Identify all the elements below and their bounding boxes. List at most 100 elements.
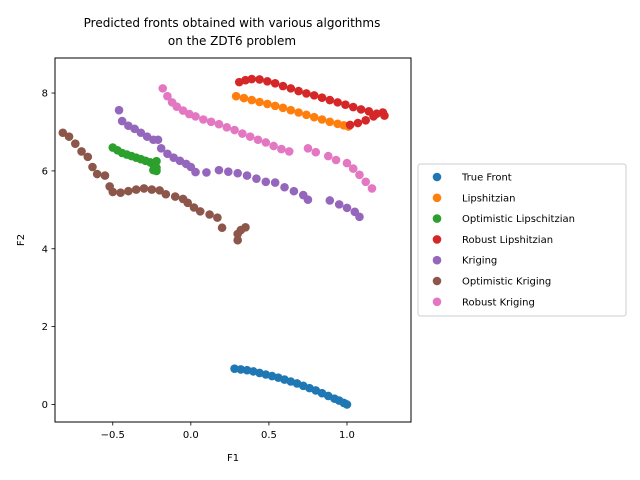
data-point (199, 115, 208, 124)
legend-marker (432, 235, 442, 244)
data-point (302, 89, 311, 98)
legend-label: Lipshitzian (462, 193, 515, 204)
data-point (239, 93, 249, 103)
data-point (341, 100, 350, 110)
data-point (116, 188, 125, 197)
data-point (286, 105, 296, 115)
data-point (309, 91, 319, 100)
y-tick-label: 0 (42, 400, 48, 411)
data-point (353, 118, 363, 128)
data-point (270, 178, 280, 187)
legend-marker (432, 172, 442, 182)
data-point (289, 186, 299, 196)
plot-area (58, 74, 389, 409)
data-point (361, 115, 371, 125)
legend: True Front Lipshitzian Optimistic Lipschit… (417, 163, 627, 317)
data-point (130, 124, 139, 134)
chart-title: Predicted fronts obtained with various a… (84, 16, 381, 48)
axis-ticks: −0.5 0.0 0.5 1.0 0 2 4 6 8 (42, 89, 355, 441)
data-point (261, 177, 271, 187)
legend-marker (432, 214, 442, 223)
data-point (303, 144, 313, 153)
x-tick-label: 1.0 (339, 430, 355, 441)
data-point (77, 147, 86, 156)
series-1 (231, 91, 353, 131)
data-point (206, 117, 216, 127)
series-6 (158, 84, 377, 193)
y-tick-label: 4 (42, 244, 48, 255)
data-point (342, 400, 352, 409)
data-point (231, 91, 241, 101)
legend-marker (432, 276, 442, 286)
data-point (331, 155, 341, 165)
data-point (348, 164, 358, 173)
data-point (147, 185, 157, 194)
legend-label: True Front (461, 173, 512, 184)
data-point (345, 120, 355, 130)
data-point (161, 189, 171, 199)
data-point (270, 79, 280, 88)
data-point (356, 105, 366, 114)
data-point (242, 171, 252, 180)
data-point (195, 207, 205, 216)
data-point (361, 177, 371, 187)
series-0 (230, 364, 352, 409)
data-point (153, 135, 163, 145)
y-tick-label: 8 (42, 89, 48, 100)
data-point (270, 101, 280, 111)
data-point (178, 106, 188, 115)
x-tick-label: 0.5 (261, 430, 277, 441)
data-point (131, 185, 141, 194)
data-point (156, 144, 166, 153)
data-point (202, 168, 211, 177)
data-point (100, 171, 110, 180)
data-point (88, 162, 97, 172)
data-point (83, 152, 93, 162)
legend-marker (432, 255, 442, 265)
data-point (117, 116, 127, 126)
data-point (278, 81, 288, 91)
data-point (189, 203, 199, 212)
data-point (233, 168, 242, 178)
data-point (255, 97, 264, 107)
data-point (355, 170, 364, 180)
data-point (284, 147, 294, 156)
data-point (317, 93, 327, 103)
data-point (236, 365, 246, 374)
data-point (241, 223, 250, 232)
data-point (311, 147, 321, 157)
legend-label: Robust Kriging (462, 297, 535, 308)
data-point (108, 187, 118, 197)
data-point (183, 198, 193, 208)
data-point (280, 182, 289, 192)
data-point (334, 200, 344, 209)
data-point (155, 186, 164, 195)
data-point (286, 84, 296, 93)
data-point (224, 167, 233, 176)
data-point (367, 184, 377, 193)
data-point (152, 166, 161, 176)
x-axis-label: F1 (227, 453, 239, 464)
data-point (278, 103, 288, 113)
data-point (230, 364, 239, 373)
data-point (213, 213, 222, 222)
data-point (253, 135, 263, 145)
data-point (172, 102, 182, 111)
data-point (323, 151, 333, 161)
y-axis-label: F2 (16, 234, 27, 246)
data-point (277, 144, 286, 154)
x-tick-label: −0.5 (101, 430, 125, 441)
data-point (378, 108, 388, 117)
data-point (214, 165, 224, 175)
data-point (247, 95, 257, 105)
data-point (294, 108, 303, 117)
data-point (269, 141, 278, 151)
x-tick-label: 0.0 (183, 430, 199, 441)
data-point (342, 203, 352, 213)
data-point (309, 112, 319, 122)
data-point (245, 132, 255, 141)
legend-marker (432, 193, 442, 203)
data-point (348, 102, 358, 112)
axes-frame (54, 57, 412, 423)
